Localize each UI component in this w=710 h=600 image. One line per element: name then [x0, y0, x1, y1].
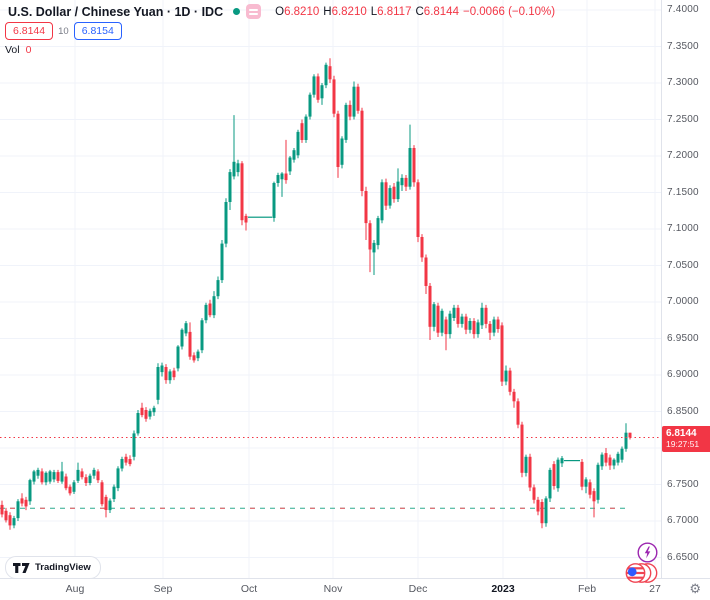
candlestick-chart[interactable]	[0, 0, 661, 578]
price-tick-label: 7.2500	[667, 113, 699, 125]
price-tick-label: 7.0500	[667, 259, 699, 271]
price-tick-label: 6.7500	[667, 478, 699, 490]
price-tick-label: 7.3500	[667, 40, 699, 52]
spread-value: 10	[58, 25, 69, 37]
price-tick-label: 7.0000	[667, 296, 699, 307]
ohlc-readout: O6.8210 H6.8210 L6.8117 C6.8144 −0.0066 …	[275, 5, 556, 18]
tradingview-mark-icon	[13, 562, 30, 573]
current-price-value: 6.8144	[666, 428, 697, 440]
price-tick-label: 7.1000	[667, 223, 699, 234]
price-tick-label: 6.8500	[667, 405, 699, 417]
trade-panel: 6.8144 10 6.8154	[5, 22, 122, 40]
price-axis[interactable]: 6.8144 19:27:51 7.4000 7.3500 7.3000 7.2500…	[662, 0, 710, 578]
time-tick-label: Sep	[153, 583, 173, 595]
time-tick-label: Oct	[240, 583, 258, 595]
price-tick-label: 7.2000	[667, 150, 699, 161]
symbol-header: U.S. Dollar / Chinese Yuan · 1D · IDC O6…	[8, 4, 555, 19]
time-tick-label: Aug	[65, 583, 85, 595]
price-tick-label: 7.3000	[667, 77, 699, 88]
change-readout: −0.0066 (−0.10%)	[462, 5, 556, 18]
symbol-title[interactable]: U.S. Dollar / Chinese Yuan · 1D · IDC	[8, 4, 224, 19]
buy-button[interactable]: 6.8154	[73, 22, 122, 40]
lightning-alert-icon[interactable]	[637, 542, 658, 568]
sell-button[interactable]: 6.8144	[5, 22, 54, 40]
volume-readout: Vol 0	[5, 44, 32, 56]
notifications-list-icon[interactable]	[246, 4, 262, 19]
time-tick-label: Nov	[323, 583, 343, 595]
price-axis-separator	[661, 0, 662, 578]
time-axis-separator	[0, 578, 710, 579]
market-status-dot-icon	[233, 8, 241, 15]
gear-icon[interactable]: ⚙	[689, 581, 701, 596]
current-price-label: 6.8144 19:27:51	[662, 426, 710, 452]
tradingview-logo-text: TradingView	[35, 562, 91, 573]
bar-countdown: 19:27:51	[666, 438, 700, 449]
time-axis[interactable]: ⚙ Aug Sep Oct Nov Dec 2023 Feb 27	[0, 579, 710, 600]
time-tick-label: Dec	[408, 583, 428, 595]
us-flag-events-icon[interactable]	[625, 562, 659, 589]
time-tick-label: 27	[649, 583, 661, 595]
price-tick-label: 7.1500	[667, 186, 699, 198]
price-tick-label: 6.7000	[667, 515, 699, 526]
price-tick-label: 6.6500	[667, 551, 699, 563]
time-tick-label: Feb	[577, 583, 597, 595]
price-tick-label: 7.4000	[667, 4, 699, 15]
price-tick-label: 6.9000	[667, 369, 699, 380]
tradingview-logo[interactable]: TradingView	[5, 556, 101, 579]
time-tick-label: 2023	[491, 583, 515, 595]
price-tick-label: 6.9500	[667, 332, 699, 344]
